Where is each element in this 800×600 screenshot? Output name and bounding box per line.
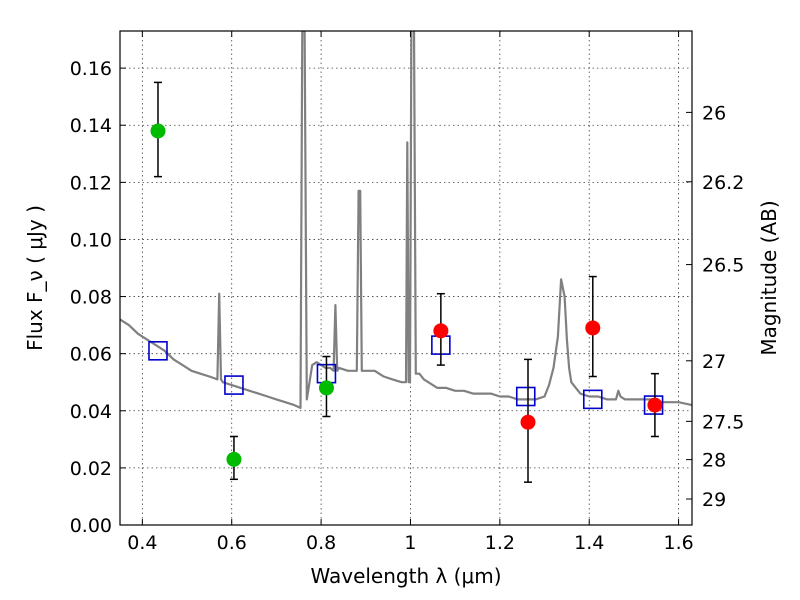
y-tick-label: 0.02 bbox=[70, 458, 112, 480]
photometry-point bbox=[520, 414, 536, 430]
y-tick-label: 0.00 bbox=[70, 515, 112, 537]
x-tick-label: 0.6 bbox=[217, 532, 247, 554]
photometry-markers bbox=[148, 81, 664, 483]
right-axis-label: Magnitude (AB) bbox=[757, 200, 781, 355]
axis-ticks: 0.4 0.6 0.8 1 1.2 1.4 1.6 0.00 0.02 0.04 0.06 0.08 0… bbox=[70, 31, 744, 554]
x-tick-label: 0.4 bbox=[127, 532, 157, 554]
model-square-point bbox=[515, 386, 536, 407]
photometry-point bbox=[318, 380, 334, 396]
photometry-point bbox=[150, 123, 166, 139]
spectrum-curve-layer bbox=[120, 31, 692, 409]
model-square-point bbox=[224, 375, 244, 395]
model-square-point bbox=[148, 341, 168, 361]
spectrum-line bbox=[120, 31, 692, 409]
y-tick-label: 0.06 bbox=[70, 344, 112, 366]
x-tick-label: 1.6 bbox=[663, 532, 693, 554]
photometry-point bbox=[585, 320, 601, 336]
y-tick-label: 0.04 bbox=[70, 401, 112, 423]
photometry-point bbox=[226, 451, 242, 467]
x-tick-label: 0.8 bbox=[306, 532, 336, 554]
x-tick-label: 1.4 bbox=[574, 532, 604, 554]
photometry-point bbox=[647, 397, 663, 413]
y-tick-label: 0.16 bbox=[70, 58, 112, 80]
x-tick-label: 1 bbox=[404, 532, 416, 554]
right-tick-label: 27.5 bbox=[702, 411, 744, 433]
model-square-point bbox=[643, 395, 664, 415]
y-tick-label: 0.08 bbox=[70, 287, 112, 309]
right-tick-label: 28 bbox=[702, 450, 726, 472]
plot-frame bbox=[119, 30, 693, 526]
y-tick-label: 0.10 bbox=[70, 229, 112, 251]
right-tick-label: 26 bbox=[702, 102, 726, 124]
y-axis-label: Flux F_ν ( μJy ) bbox=[23, 205, 47, 351]
y-tick-label: 0.14 bbox=[70, 115, 112, 137]
x-axis-label: Wavelength λ (μm) bbox=[310, 564, 501, 588]
y-tick-label: 0.12 bbox=[70, 172, 112, 194]
photometry-point bbox=[433, 323, 449, 339]
right-tick-label: 29 bbox=[702, 489, 726, 511]
model-square-point bbox=[582, 389, 603, 410]
right-tick-label: 26.5 bbox=[702, 255, 744, 277]
right-tick-label: 26.2 bbox=[702, 172, 744, 194]
right-tick-label: 27 bbox=[702, 351, 726, 373]
x-tick-label: 1.2 bbox=[485, 532, 515, 554]
